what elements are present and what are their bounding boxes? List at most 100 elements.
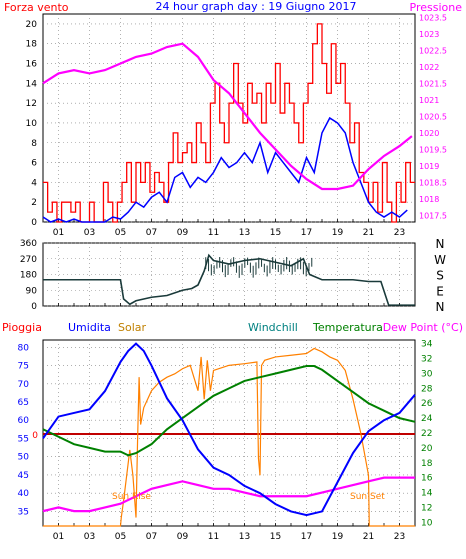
y-right-tick-label: 14 bbox=[421, 489, 433, 499]
y-right-tick-label: 1021.5 bbox=[419, 79, 447, 88]
x-tick-label: 01 bbox=[53, 228, 64, 238]
y-right-tick-label: 1023 bbox=[419, 30, 439, 39]
y-right-tick-label: 1022.5 bbox=[419, 46, 447, 55]
y-right-tick-label: 32 bbox=[421, 355, 432, 365]
y-right-tick-label: 16 bbox=[421, 474, 433, 484]
x-tick-label: 17 bbox=[301, 532, 312, 542]
x-tick-label: 09 bbox=[177, 228, 189, 238]
wind-panel-ticks: 01 03 05 07 09 11 13 15 17 19 21 23 0 2 4 6 8 10 12 14 16 18 2… bbox=[26, 13, 447, 238]
direction-panel-series bbox=[43, 253, 415, 306]
y-right-tick-label: 1023.5 bbox=[419, 13, 447, 22]
rain-zero-label: 0 bbox=[32, 431, 38, 441]
y-left-tick-label: 50 bbox=[18, 453, 30, 463]
y-left-tick-label: 270 bbox=[20, 255, 37, 265]
y-right-tick-label: 30 bbox=[421, 369, 433, 379]
y-left-tick-label: 80 bbox=[18, 343, 30, 353]
x-tick-label: 19 bbox=[332, 228, 344, 238]
y-left-tick-label: 65 bbox=[18, 398, 29, 408]
x-tick-label: 15 bbox=[270, 532, 281, 542]
y-right-tick-label: 1017.5 bbox=[419, 211, 447, 220]
y-right-tick-label: 28 bbox=[421, 384, 433, 394]
x-tick-label: 21 bbox=[363, 228, 374, 238]
y-left-tick-label: 8 bbox=[31, 139, 37, 149]
legend-temperature: Temperatura bbox=[312, 321, 383, 334]
y-left-tick-label: 12 bbox=[26, 99, 37, 109]
y-right-tick-label: 1020.5 bbox=[419, 112, 447, 121]
legend-dewpoint: Dew Point (°C) bbox=[383, 321, 463, 334]
wind-panel-grid bbox=[43, 14, 415, 223]
y-right-tick-label: 12 bbox=[421, 503, 432, 513]
y-left-tick-label: 6 bbox=[31, 159, 37, 169]
y-left-tick-label: 2 bbox=[31, 198, 37, 208]
x-tick-label: 07 bbox=[146, 228, 157, 238]
x-tick-label: 11 bbox=[208, 228, 219, 238]
x-tick-label: 19 bbox=[332, 532, 344, 542]
y-left-tick-label: 4 bbox=[31, 178, 37, 188]
compass-label: N bbox=[436, 237, 445, 251]
temperature-panel-ticks: 01 03 05 07 09 11 13 15 17 19 21 23 35 40 45 50 55 60 65 70… bbox=[18, 340, 433, 542]
y-left-tick-label: 16 bbox=[26, 60, 38, 70]
y-right-tick-label: 1019.5 bbox=[419, 145, 447, 154]
x-tick-label: 23 bbox=[394, 228, 405, 238]
y-left-tick-label: 18 bbox=[26, 40, 38, 50]
series-solar bbox=[43, 347, 415, 527]
y-right-tick-label: 20 bbox=[421, 444, 433, 454]
legend-windchill: Windchill bbox=[248, 321, 298, 334]
series-dew-point bbox=[42, 476, 415, 513]
x-tick-label: 13 bbox=[239, 532, 250, 542]
pressure-axis-title: Pressione bbox=[410, 1, 463, 14]
sunrise-label: Sun Rise bbox=[112, 492, 151, 502]
y-left-tick-label: 45 bbox=[18, 471, 29, 481]
y-right-tick-label: 1018.5 bbox=[419, 178, 447, 187]
legend-solar: Solar bbox=[118, 321, 147, 334]
y-left-tick-label: 180 bbox=[20, 271, 37, 281]
y-left-tick-label: 360 bbox=[20, 239, 37, 249]
y-left-tick-label: 35 bbox=[18, 507, 29, 517]
wind-panel-series bbox=[42, 23, 415, 223]
y-right-tick-label: 10 bbox=[421, 518, 433, 528]
y-right-tick-label: 1019 bbox=[419, 162, 439, 171]
compass-label: E bbox=[436, 284, 444, 298]
x-tick-label: 05 bbox=[115, 532, 126, 542]
y-left-tick-label: 20 bbox=[26, 20, 38, 30]
y-left-tick-label: 0 bbox=[31, 218, 37, 228]
direction-panel-ticks: 0 N 90 E 180 S 270 W 360 N bbox=[20, 237, 446, 314]
x-tick-label: 23 bbox=[394, 532, 405, 542]
y-right-tick-label: 1021 bbox=[419, 96, 439, 105]
wind-axis-title: Forza vento bbox=[4, 1, 69, 14]
x-tick-label: 09 bbox=[177, 532, 189, 542]
y-right-tick-label: 18 bbox=[421, 459, 433, 469]
y-left-tick-label: 10 bbox=[26, 119, 38, 129]
compass-label: W bbox=[434, 253, 446, 267]
y-right-tick-label: 24 bbox=[421, 414, 433, 424]
y-left-tick-label: 0 bbox=[31, 302, 37, 312]
series-wind-direction bbox=[43, 253, 415, 306]
y-left-tick-label: 55 bbox=[18, 434, 29, 444]
series-humidity bbox=[42, 342, 416, 517]
y-left-tick-label: 75 bbox=[18, 362, 29, 372]
series-pressure bbox=[42, 42, 413, 191]
y-left-tick-label: 60 bbox=[18, 416, 30, 426]
y-right-tick-label: 34 bbox=[421, 340, 433, 350]
legend-rain: Pioggia bbox=[2, 321, 42, 334]
x-tick-label: 21 bbox=[363, 532, 374, 542]
sunset-label: Sun Set bbox=[350, 492, 385, 502]
compass-label: S bbox=[436, 269, 444, 283]
y-left-tick-label: 70 bbox=[18, 380, 30, 390]
series-temperature bbox=[42, 365, 416, 457]
x-tick-label: 01 bbox=[53, 532, 64, 542]
temperature-panel-series bbox=[42, 342, 416, 527]
legend-humidity: Umidita bbox=[68, 321, 111, 334]
x-tick-label: 03 bbox=[84, 532, 95, 542]
y-left-tick-label: 90 bbox=[26, 286, 38, 296]
x-tick-label: 07 bbox=[146, 532, 157, 542]
y-right-tick-label: 1018 bbox=[419, 195, 439, 204]
y-right-tick-label: 1020 bbox=[419, 129, 439, 138]
x-tick-label: 17 bbox=[301, 228, 312, 238]
chart-title: 24 hour graph day : 19 Giugno 2017 bbox=[155, 0, 356, 13]
compass-label: N bbox=[436, 300, 445, 314]
y-right-tick-label: 26 bbox=[421, 399, 433, 409]
x-tick-label: 05 bbox=[115, 228, 126, 238]
